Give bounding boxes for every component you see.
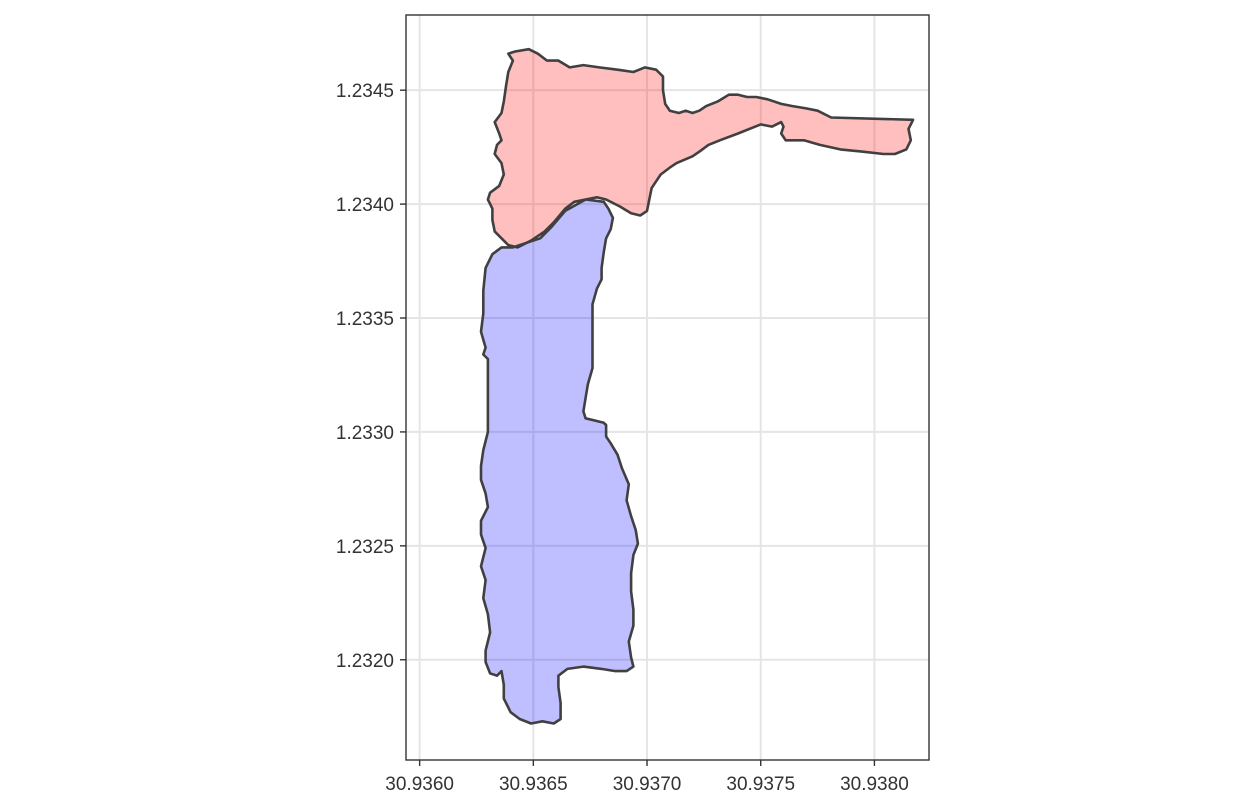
y-tick-label: 1.2340 [336,195,394,216]
panel-border [405,14,930,761]
x-tick-label: 30.9370 [613,774,682,795]
polygon-layer [479,47,915,725]
x-tick-label: 30.9365 [499,774,568,795]
y-tick-label: 1.2320 [336,651,394,672]
y-tick-label: 1.2335 [336,309,394,330]
y-tick-label: 1.2330 [336,423,394,444]
y-tick-label: 1.2345 [336,81,394,102]
north-polygon [486,47,915,249]
x-tick-label: 30.9380 [840,774,909,795]
y-tick-label: 1.2325 [336,537,394,558]
x-tick-label: 30.9360 [385,774,454,795]
grid-lines [406,15,929,760]
south-polygon [479,198,640,725]
axes: 30.9360 30.9365 30.9370 30.9375 30.9380 1.232… [336,81,909,795]
x-tick-label: 30.9375 [726,774,795,795]
